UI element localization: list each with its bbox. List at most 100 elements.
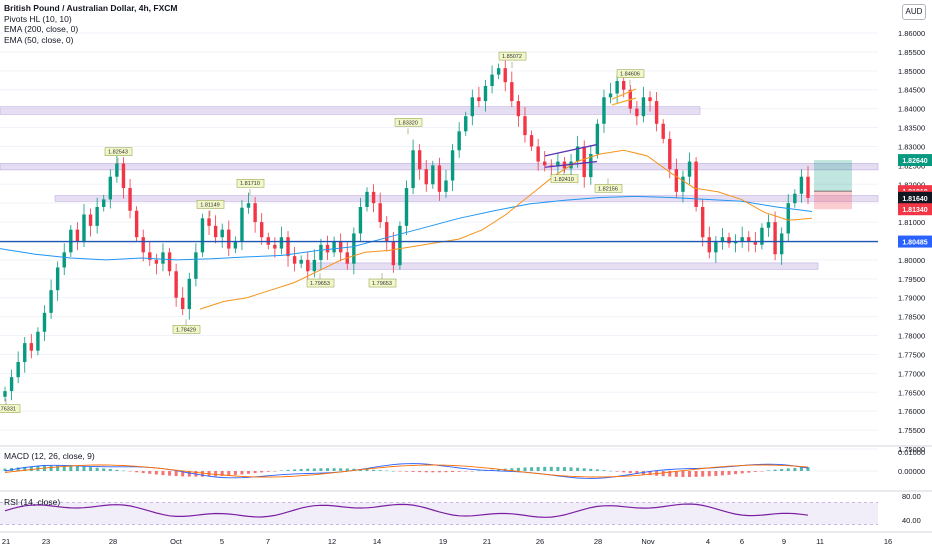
candle-body bbox=[9, 377, 14, 392]
macd-histogram-bar bbox=[747, 471, 751, 473]
macd-histogram-bar bbox=[200, 471, 204, 477]
macd-histogram-bar bbox=[260, 471, 264, 473]
candle-body bbox=[490, 74, 494, 86]
x-tick-label: 6 bbox=[740, 537, 744, 546]
candle-body bbox=[687, 161, 692, 177]
rsi-band bbox=[0, 502, 878, 525]
candle-body bbox=[233, 241, 238, 249]
macd-histogram-bar bbox=[115, 469, 119, 471]
candle-body bbox=[608, 93, 613, 98]
macd-histogram-bar bbox=[549, 466, 553, 471]
indicator-pivots[interactable]: Pivots HL (10, 10) bbox=[4, 13, 72, 24]
macd-histogram-bar bbox=[279, 470, 283, 472]
macd-histogram-bar bbox=[786, 468, 790, 471]
price-tag-label: 1.81340 bbox=[902, 207, 927, 214]
candle-body bbox=[292, 256, 297, 264]
candle-body bbox=[635, 108, 639, 117]
price-tag bbox=[898, 203, 932, 216]
macd-axis-label: 0.01000 bbox=[898, 448, 925, 457]
macd-histogram-bar bbox=[516, 467, 520, 471]
candle-body bbox=[714, 242, 718, 253]
price-tag-label: 1.80485 bbox=[902, 240, 927, 247]
candle-body bbox=[681, 176, 685, 192]
macd-histogram-bar bbox=[530, 467, 534, 471]
macd-histogram-bar bbox=[181, 471, 185, 477]
x-tick-label: 14 bbox=[373, 537, 381, 546]
candle-body bbox=[602, 97, 606, 124]
macd-histogram-bar bbox=[23, 466, 27, 471]
pivot-label-box bbox=[0, 404, 21, 413]
channel-lower bbox=[544, 160, 598, 168]
wedge-lower bbox=[611, 97, 637, 106]
pivot-label-box bbox=[306, 278, 335, 288]
macd-histogram-bar bbox=[102, 468, 106, 471]
candle-body bbox=[332, 241, 336, 253]
macd-histogram-bar bbox=[405, 471, 408, 472]
y-tick-label: 1.84000 bbox=[898, 105, 925, 114]
macd-histogram-bar bbox=[141, 471, 145, 474]
macd-histogram-bar bbox=[286, 469, 290, 471]
macd-histogram-bar bbox=[365, 469, 369, 471]
macd-histogram-bar bbox=[385, 470, 389, 472]
macd-axis-label: 0.00000 bbox=[898, 467, 925, 476]
macd-histogram-bar bbox=[576, 467, 580, 471]
macd-histogram-bar bbox=[62, 465, 66, 471]
currency-badge[interactable]: AUD bbox=[902, 4, 926, 20]
candle-body bbox=[793, 193, 797, 204]
pivot-label-box bbox=[368, 278, 397, 288]
chart-legend: British Pound / Australian Dollar, 4h, F… bbox=[4, 3, 177, 45]
price-tag bbox=[898, 154, 932, 167]
candle-body bbox=[16, 362, 20, 378]
macd-histogram-bar bbox=[740, 471, 744, 474]
y-tick-label: 1.79500 bbox=[898, 275, 925, 284]
candle-body bbox=[279, 237, 284, 249]
candle-body bbox=[115, 163, 119, 177]
macd-histogram-bar bbox=[135, 471, 139, 473]
macd-histogram-bar bbox=[622, 471, 626, 473]
candle-body bbox=[661, 123, 665, 139]
macd-histogram-bar bbox=[562, 467, 566, 471]
candle-body bbox=[299, 259, 303, 264]
candle-body bbox=[82, 214, 86, 241]
macd-label[interactable]: MACD (12, 26, close, 9) bbox=[4, 451, 95, 461]
symbol-title[interactable]: British Pound / Australian Dollar, 4h, F… bbox=[4, 3, 178, 13]
candle-body bbox=[398, 225, 402, 266]
candle-body bbox=[141, 237, 145, 253]
macd-histogram-bar bbox=[174, 471, 178, 477]
indicator-ema50[interactable]: EMA (50, close, 0) bbox=[4, 34, 74, 45]
pivot-label-box bbox=[550, 174, 579, 184]
y-tick-label: 1.85500 bbox=[898, 48, 925, 57]
candle-body bbox=[358, 206, 363, 234]
macd-histogram-bar bbox=[29, 466, 33, 471]
channel-upper bbox=[544, 143, 598, 157]
candle-body bbox=[444, 180, 448, 192]
candle-body bbox=[766, 222, 771, 228]
x-tick-label: 12 bbox=[328, 537, 336, 546]
y-tick-label: 1.83500 bbox=[898, 124, 925, 133]
macd-histogram-bar bbox=[339, 468, 343, 471]
candle-body bbox=[306, 259, 310, 272]
candle-body bbox=[286, 237, 290, 257]
y-tick-label: 1.78500 bbox=[898, 313, 925, 322]
candle-body bbox=[543, 161, 547, 166]
y-tick-label: 1.77500 bbox=[898, 350, 925, 359]
candle-body bbox=[365, 191, 369, 207]
macd-histogram-bar bbox=[569, 467, 573, 471]
pivot-label: 1.81710 bbox=[240, 181, 260, 187]
macd-histogram-bar bbox=[233, 471, 237, 475]
macd-histogram-bar bbox=[312, 468, 316, 471]
y-tick-label: 1.80000 bbox=[898, 256, 925, 265]
macd-histogram-bar bbox=[247, 471, 251, 474]
macd-histogram-bar bbox=[694, 471, 698, 477]
macd-histogram-bar bbox=[95, 467, 99, 471]
macd-histogram-bar bbox=[799, 467, 803, 471]
y-tick-label: 1.79000 bbox=[898, 294, 925, 303]
indicator-ema200[interactable]: EMA (200, close, 0) bbox=[4, 24, 79, 34]
macd-histogram-bar bbox=[648, 471, 652, 476]
candle-body bbox=[55, 267, 60, 291]
candle-body bbox=[694, 161, 698, 207]
macd-histogram-bar bbox=[464, 471, 468, 472]
rsi-label[interactable]: RSI (14, close) bbox=[4, 497, 61, 507]
